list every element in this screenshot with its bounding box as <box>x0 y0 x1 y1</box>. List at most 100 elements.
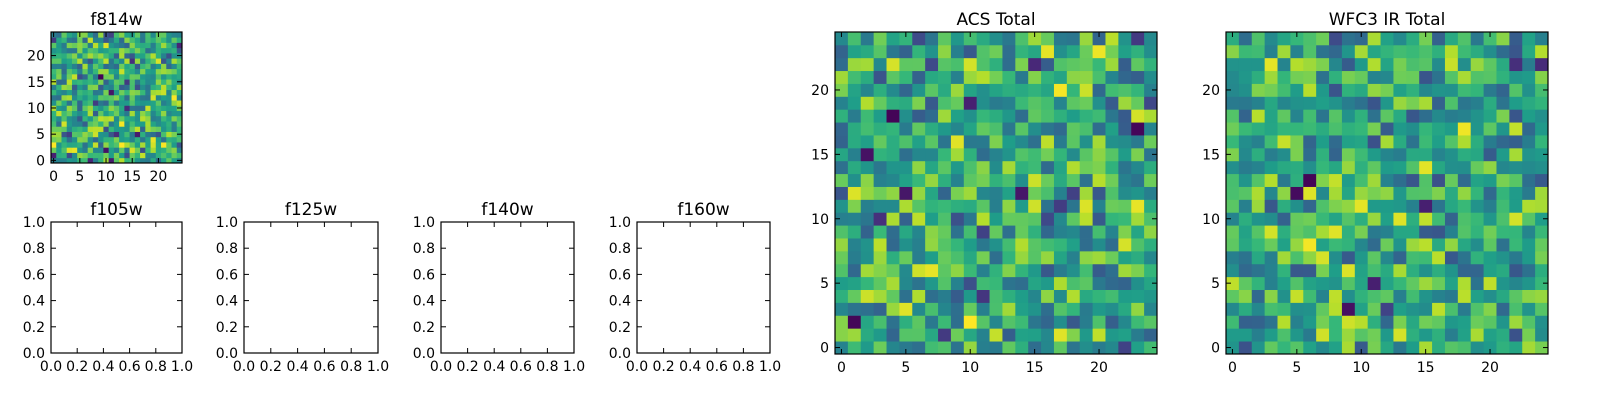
heatmap-cell <box>1015 173 1029 187</box>
heatmap-cell <box>1238 57 1253 72</box>
heatmap-cell <box>1028 44 1042 59</box>
y-tick-label: 0.0 <box>216 346 238 362</box>
heatmap-cell <box>119 37 125 43</box>
heatmap-cell <box>82 152 89 159</box>
heatmap-cell <box>1535 315 1549 329</box>
heatmap-cell <box>1053 289 1068 303</box>
heatmap-cell <box>1393 263 1407 278</box>
heatmap-cell <box>1354 238 1369 252</box>
heatmap-cell <box>1264 57 1278 72</box>
heatmap-cell <box>176 58 183 64</box>
heatmap-cell <box>912 96 926 110</box>
heatmap-cell <box>1015 70 1029 84</box>
heatmap-cell <box>886 250 900 265</box>
heatmap-cell <box>71 94 78 101</box>
heatmap-cell <box>950 302 965 316</box>
heatmap-cell <box>1079 263 1093 278</box>
y-tick-label: 15 <box>811 147 829 163</box>
heatmap-cell <box>171 105 178 111</box>
heatmap-cell <box>950 109 965 123</box>
heatmap-cell <box>176 89 183 96</box>
x-tick-label: 0.0 <box>40 359 62 375</box>
heatmap-cell <box>1251 341 1266 355</box>
heatmap-cell <box>886 238 900 252</box>
y-tick-label: 5 <box>1211 276 1220 292</box>
heatmap-cell <box>989 212 1003 226</box>
heatmap-cell <box>1015 122 1029 136</box>
heatmap-cell <box>1079 199 1093 213</box>
heatmap-cell <box>1041 147 1055 162</box>
heatmap-cell <box>1509 250 1523 265</box>
heatmap-cell <box>1380 57 1394 72</box>
heatmap-cell <box>155 37 162 43</box>
heatmap-cell <box>1393 160 1407 175</box>
heatmap-cell <box>886 57 900 72</box>
heatmap-cell <box>950 276 965 290</box>
heatmap-cell <box>113 89 120 96</box>
heatmap-cell <box>1316 173 1330 187</box>
heatmap-cell <box>1118 44 1132 59</box>
heatmap-cell <box>1131 315 1145 329</box>
heatmap-cell <box>1079 122 1093 136</box>
heatmap-cell <box>835 160 849 175</box>
heatmap-cell <box>1002 199 1016 213</box>
heatmap-cell <box>1393 57 1407 72</box>
heatmap-cell <box>161 115 167 122</box>
heatmap-cell <box>1367 160 1381 175</box>
heatmap-cell <box>1444 135 1459 149</box>
heatmap-cell <box>1341 328 1356 342</box>
heatmap-cell <box>61 115 68 122</box>
heatmap-cell <box>129 110 136 117</box>
heatmap-cell <box>1406 315 1420 329</box>
heatmap-cell <box>77 100 83 106</box>
heatmap-cell <box>1002 83 1016 97</box>
heatmap-cell <box>1380 225 1394 239</box>
heatmap-cell <box>1483 341 1497 355</box>
heatmap-cell <box>1002 225 1016 239</box>
heatmap-cell <box>61 147 68 153</box>
heatmap-cell <box>155 73 162 80</box>
heatmap-cell <box>1483 315 1497 329</box>
heatmap-cell <box>82 68 89 75</box>
heatmap-cell <box>899 147 913 162</box>
heatmap-cell <box>1522 173 1536 187</box>
heatmap-cell <box>1303 96 1317 110</box>
heatmap-cell <box>1251 135 1266 149</box>
heatmap-cell <box>1522 44 1536 59</box>
heatmap-cell <box>873 32 887 46</box>
heatmap-cell <box>119 89 125 96</box>
heatmap-cell <box>150 73 157 80</box>
heatmap-cell <box>87 136 94 143</box>
heatmap-cell <box>1522 186 1536 200</box>
y-tick-label: 15 <box>27 75 45 91</box>
heatmap-cell <box>1341 109 1356 123</box>
heatmap-cell <box>150 115 157 122</box>
heatmap-cell <box>1329 109 1343 123</box>
heatmap-cell <box>899 212 913 226</box>
heatmap-cell <box>92 94 99 101</box>
heatmap-cell <box>847 341 862 355</box>
y-tick-label: 5 <box>36 127 45 143</box>
heatmap-cell <box>1406 83 1420 97</box>
heatmap-cell <box>161 52 167 59</box>
heatmap-cell <box>92 131 99 138</box>
heatmap-cell <box>176 115 183 122</box>
heatmap-cell <box>134 79 141 85</box>
heatmap-cell <box>835 328 849 342</box>
heatmap-cell <box>103 152 110 159</box>
heatmap-cell <box>1002 341 1016 355</box>
heatmap-cell <box>1522 276 1536 290</box>
heatmap-cell <box>1380 160 1394 175</box>
heatmap-cell <box>1483 302 1497 316</box>
heatmap-cell <box>171 84 178 91</box>
heatmap-cell <box>171 52 178 59</box>
heatmap-cell <box>113 157 120 164</box>
y-tick-label: 0.6 <box>413 267 435 283</box>
heatmap-cell <box>1444 44 1459 59</box>
heatmap-cell <box>860 160 875 175</box>
heatmap-cell <box>103 58 110 64</box>
heatmap-cell <box>1264 199 1278 213</box>
heatmap-cell <box>873 225 887 239</box>
heatmap-cell <box>860 199 875 213</box>
heatmap-cell <box>1432 289 1446 303</box>
